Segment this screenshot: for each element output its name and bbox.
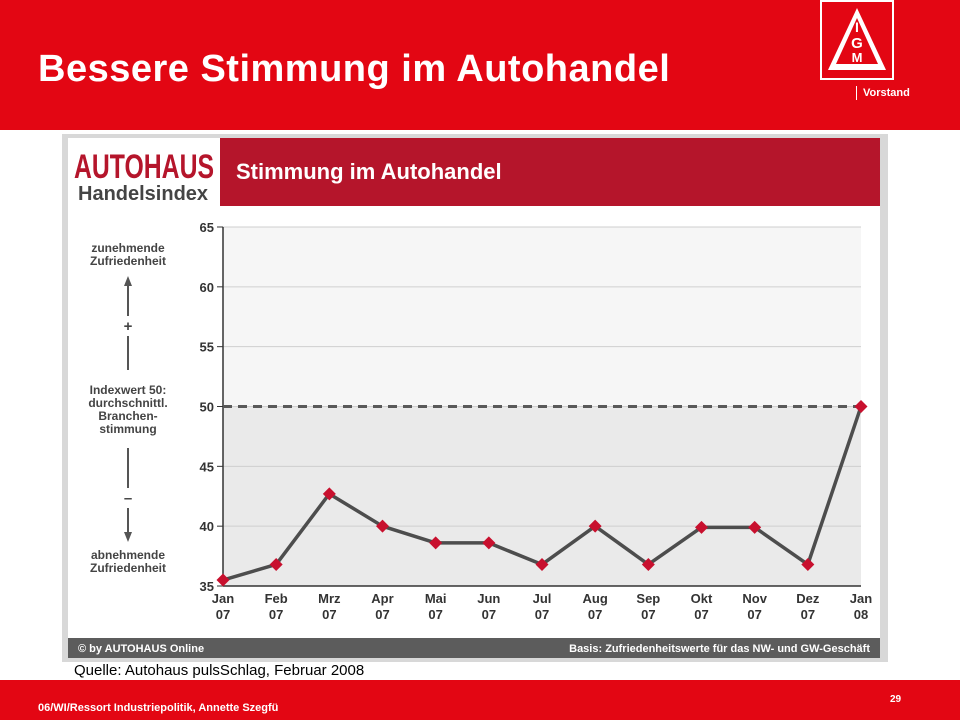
plus-bg: [118, 316, 138, 336]
igm-logo: I G M: [820, 0, 894, 80]
down-arrow-head: [124, 532, 132, 542]
header-band: [0, 0, 960, 130]
slide-title: Bessere Stimmung im Autohandel: [38, 48, 671, 90]
data-point-marker: [216, 573, 230, 587]
x-tick-label-month: Dez: [796, 591, 820, 606]
annotation-index-label: durchschnittl.: [88, 396, 167, 410]
footer-band: [0, 680, 960, 720]
org-label: Vorstand: [856, 86, 910, 100]
y-tick-label: 45: [200, 459, 214, 474]
chart-basis-note: Basis: Zufriedenheitswerte für das NW- u…: [569, 643, 870, 655]
x-tick-label-year: 08: [854, 607, 868, 622]
annotation-bottom-label: abnehmende: [91, 548, 165, 562]
data-point-marker: [695, 520, 708, 534]
data-point-marker: [854, 400, 868, 413]
x-tick-label-month: Feb: [265, 591, 288, 606]
data-point-marker: [482, 536, 496, 550]
chart-title: Stimmung im Autohandel: [236, 159, 502, 184]
x-tick-label-month: Mai: [425, 591, 447, 606]
data-point-marker: [801, 557, 815, 571]
minus-bg: [118, 488, 138, 508]
x-tick-label-year: 07: [375, 607, 389, 622]
annotation-top-label: Zufriedenheit: [90, 254, 166, 268]
source-citation: Quelle: Autohaus pulsSchlag, Februar 200…: [74, 662, 365, 679]
data-point-marker: [588, 519, 602, 533]
annotation-index-label: Branchen-: [98, 409, 157, 423]
x-tick-label-month: Mrz: [318, 591, 341, 606]
x-tick-label-year: 07: [641, 607, 655, 622]
chart-footer-bar: [68, 638, 880, 658]
data-point-marker: [376, 519, 389, 533]
x-tick-label-year: 07: [482, 607, 496, 622]
y-tick-label: 35: [200, 579, 214, 594]
annotation-index-label: Indexwert 50:: [90, 383, 167, 397]
x-tick-label-year: 07: [801, 607, 815, 622]
chart-credit: © by AUTOHAUS Online: [78, 643, 204, 655]
data-point-marker: [322, 487, 336, 501]
x-tick-label-year: 07: [747, 607, 761, 622]
x-tick-label-month: Jan: [212, 591, 234, 606]
x-tick-label-month: Jan: [850, 591, 872, 606]
y-tick-label: 40: [200, 519, 214, 534]
data-point-marker: [748, 520, 762, 534]
brand-subtitle: Handelsindex: [78, 183, 208, 205]
brand-title: AUTOHAUS: [74, 148, 214, 186]
data-point-marker: [535, 557, 549, 571]
x-tick-label-month: Jun: [477, 591, 500, 606]
x-tick-label-year: 07: [428, 607, 442, 622]
x-tick-label-year: 07: [535, 607, 549, 622]
x-tick-label-month: Aug: [583, 591, 608, 606]
data-point-marker: [429, 536, 443, 550]
up-arrow-head: [124, 276, 132, 286]
logo-letter-m: M: [852, 50, 863, 65]
x-tick-label-year: 07: [694, 607, 708, 622]
y-tick-label: 50: [200, 400, 214, 415]
footer-text: 06/WI/Ressort Industriepolitik, Annette …: [38, 702, 279, 714]
annotation-minus: –: [124, 490, 132, 507]
x-tick-label-year: 07: [588, 607, 602, 622]
y-tick-label: 65: [200, 220, 214, 235]
annotation-bottom-label: Zufriedenheit: [90, 561, 166, 575]
x-tick-label-year: 07: [269, 607, 283, 622]
y-tick-label: 55: [200, 340, 214, 355]
x-tick-label-year: 07: [216, 607, 230, 622]
logo-letter-g: G: [851, 35, 863, 52]
annotation-plus: +: [124, 318, 133, 335]
data-point-marker: [269, 557, 283, 571]
chart-figure: AUTOHAUS Handelsindex Stimmung im Autohand…: [68, 138, 880, 658]
x-tick-label-month: Sep: [636, 591, 660, 606]
page-number: 29: [890, 694, 902, 705]
x-tick-label-month: Jul: [533, 591, 552, 606]
x-tick-label-year: 07: [322, 607, 336, 622]
x-tick-label-month: Nov: [742, 591, 767, 606]
y-tick-label: 60: [200, 280, 214, 295]
data-point-marker: [641, 557, 655, 571]
logo-letter-i: I: [855, 19, 859, 35]
annotation-top-label: zunehmende: [91, 241, 165, 255]
chart-header-band: [220, 138, 880, 206]
x-tick-label-month: Apr: [371, 591, 393, 606]
annotation-index-label: stimmung: [99, 422, 156, 436]
x-tick-label-month: Okt: [691, 591, 713, 606]
